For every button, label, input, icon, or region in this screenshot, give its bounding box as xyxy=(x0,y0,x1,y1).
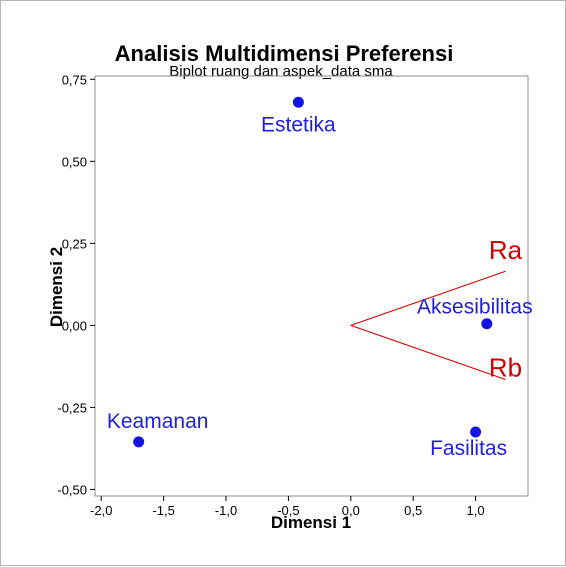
x-tick-label: -1,0 xyxy=(215,503,237,518)
point-label-aksesibilitas: Aksesibilitas xyxy=(417,296,533,319)
vector-label-rb: Rb xyxy=(489,353,522,383)
point-estetika xyxy=(292,96,304,108)
y-tick-label: 0,50 xyxy=(62,154,87,169)
y-tick-label: 0,00 xyxy=(62,318,87,333)
point-keamanan xyxy=(133,436,145,448)
point-label-fasilitas: Fasilitas xyxy=(430,437,507,460)
x-axis: -2,0 -1,5 -1,0 -0,5 0,0 0,5 1,0 xyxy=(90,496,485,518)
vector-line-rb xyxy=(350,324,506,380)
x-axis-label: Dimensi 1 xyxy=(271,513,351,532)
point-fasilitas xyxy=(470,426,482,438)
x-tick-label: 0,0 xyxy=(342,503,360,518)
y-axis-label: Dimensi 2 xyxy=(47,247,66,327)
point-layer: Estetika Aksesibilitas Keamanan Fasilitas xyxy=(107,96,533,460)
vector-label-ra: Ra xyxy=(489,235,523,265)
y-tick-label: 0,25 xyxy=(62,236,87,251)
x-tick-label: -1,5 xyxy=(152,503,174,518)
vector-line-ra xyxy=(350,270,506,326)
y-axis: -0,50 -0,25 0,00 0,25 0,50 0,75 xyxy=(57,72,95,497)
x-tick-label: 0,5 xyxy=(404,503,422,518)
x-tick-label: -2,0 xyxy=(90,503,112,518)
x-tick-label: -0,5 xyxy=(277,503,299,518)
y-tick-label: 0,75 xyxy=(62,72,87,87)
chart-subtitle: Biplot ruang dan aspek_data sma xyxy=(169,63,393,80)
point-label-keamanan: Keamanan xyxy=(107,410,209,433)
y-tick-label: -0,50 xyxy=(57,482,87,497)
x-tick-label: 1,0 xyxy=(467,503,485,518)
vector-layer: Ra Rb xyxy=(350,235,523,383)
point-label-estetika: Estetika xyxy=(261,113,336,136)
y-tick-label: -0,25 xyxy=(57,400,87,415)
point-aksesibilitas xyxy=(481,318,493,330)
plot-area-border xyxy=(94,75,529,497)
chart-title: Analisis Multidimensi Preferensi xyxy=(115,41,454,66)
